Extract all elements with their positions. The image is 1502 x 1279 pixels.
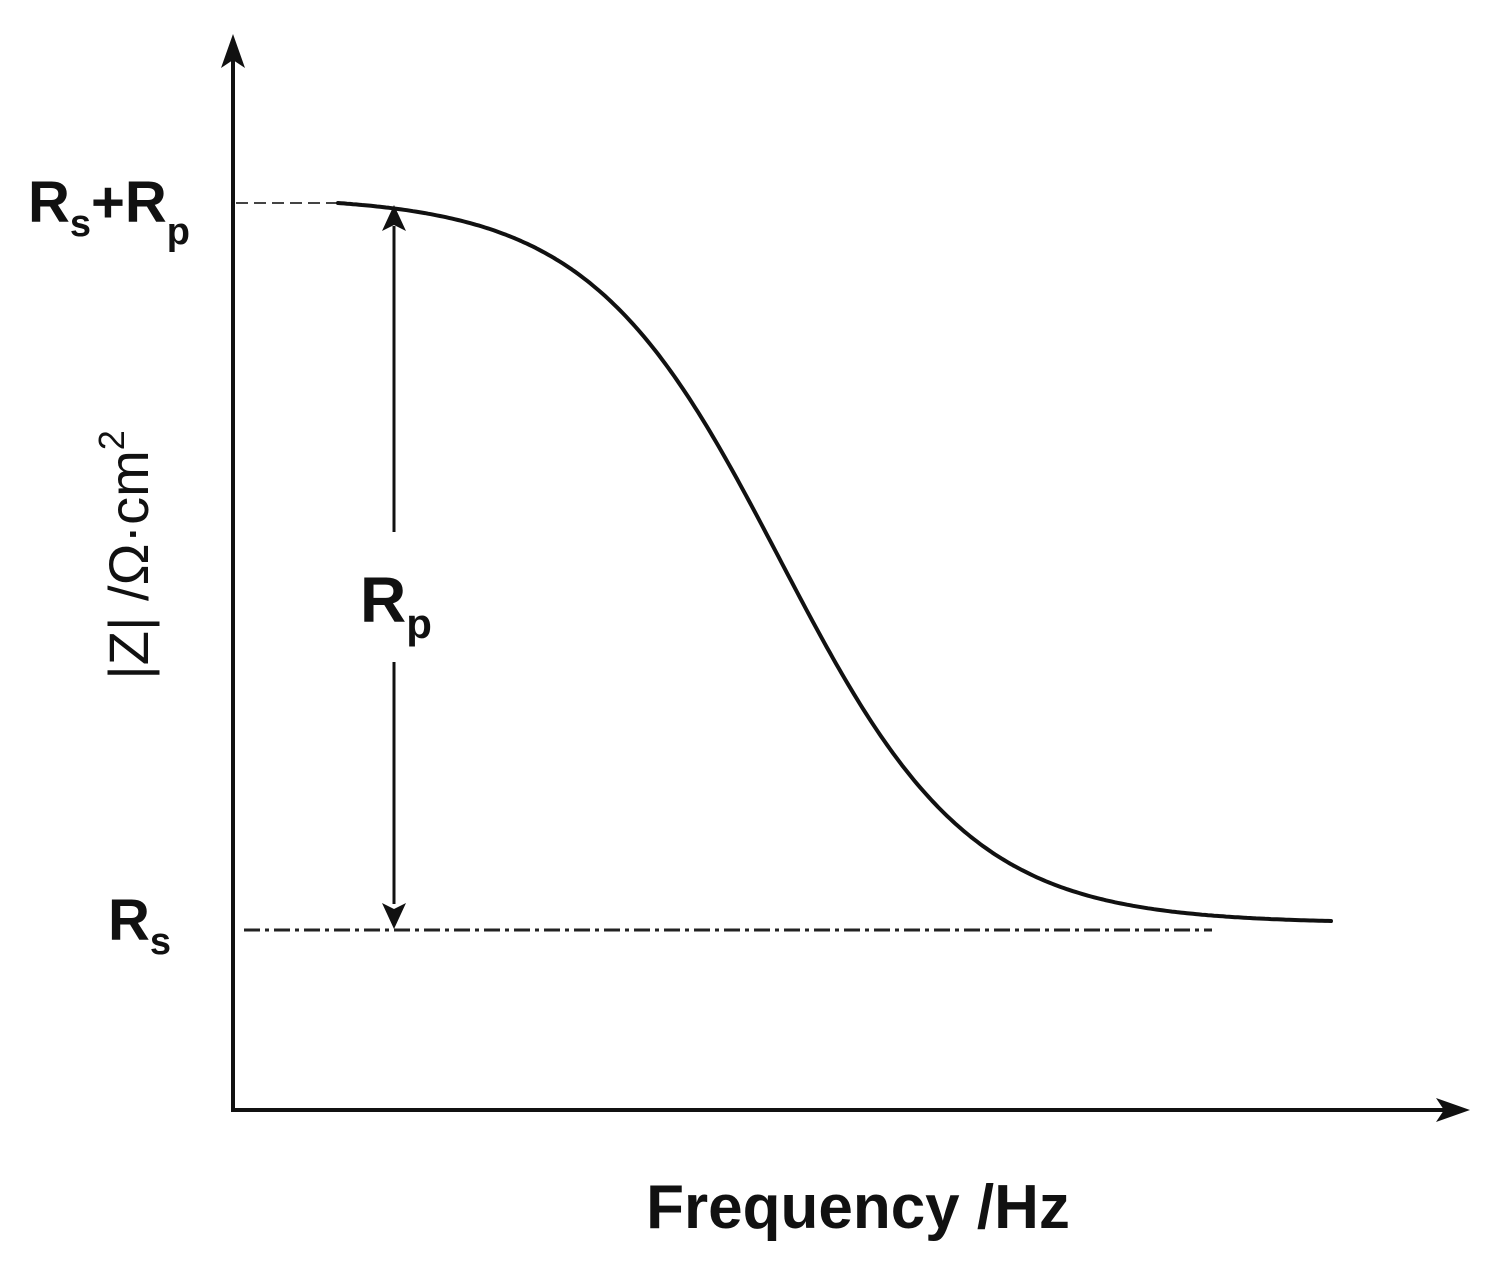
rp-annotation-label: Rp [360, 564, 432, 647]
lower-level-label: Rs [108, 888, 171, 963]
x-axis-arrow-icon [1436, 1098, 1470, 1122]
y-axis-label: |Z| /Ω·cm2 [91, 430, 160, 680]
impedance-curve [336, 201, 1333, 923]
rp-arrow-up-icon [382, 205, 406, 231]
y-axis-arrow-icon [221, 34, 245, 68]
x-axis-label: Frequency /Hz [646, 1173, 1070, 1242]
upper-level-label: Rs+Rp [28, 170, 190, 253]
rp-arrow-down-icon [382, 903, 406, 929]
